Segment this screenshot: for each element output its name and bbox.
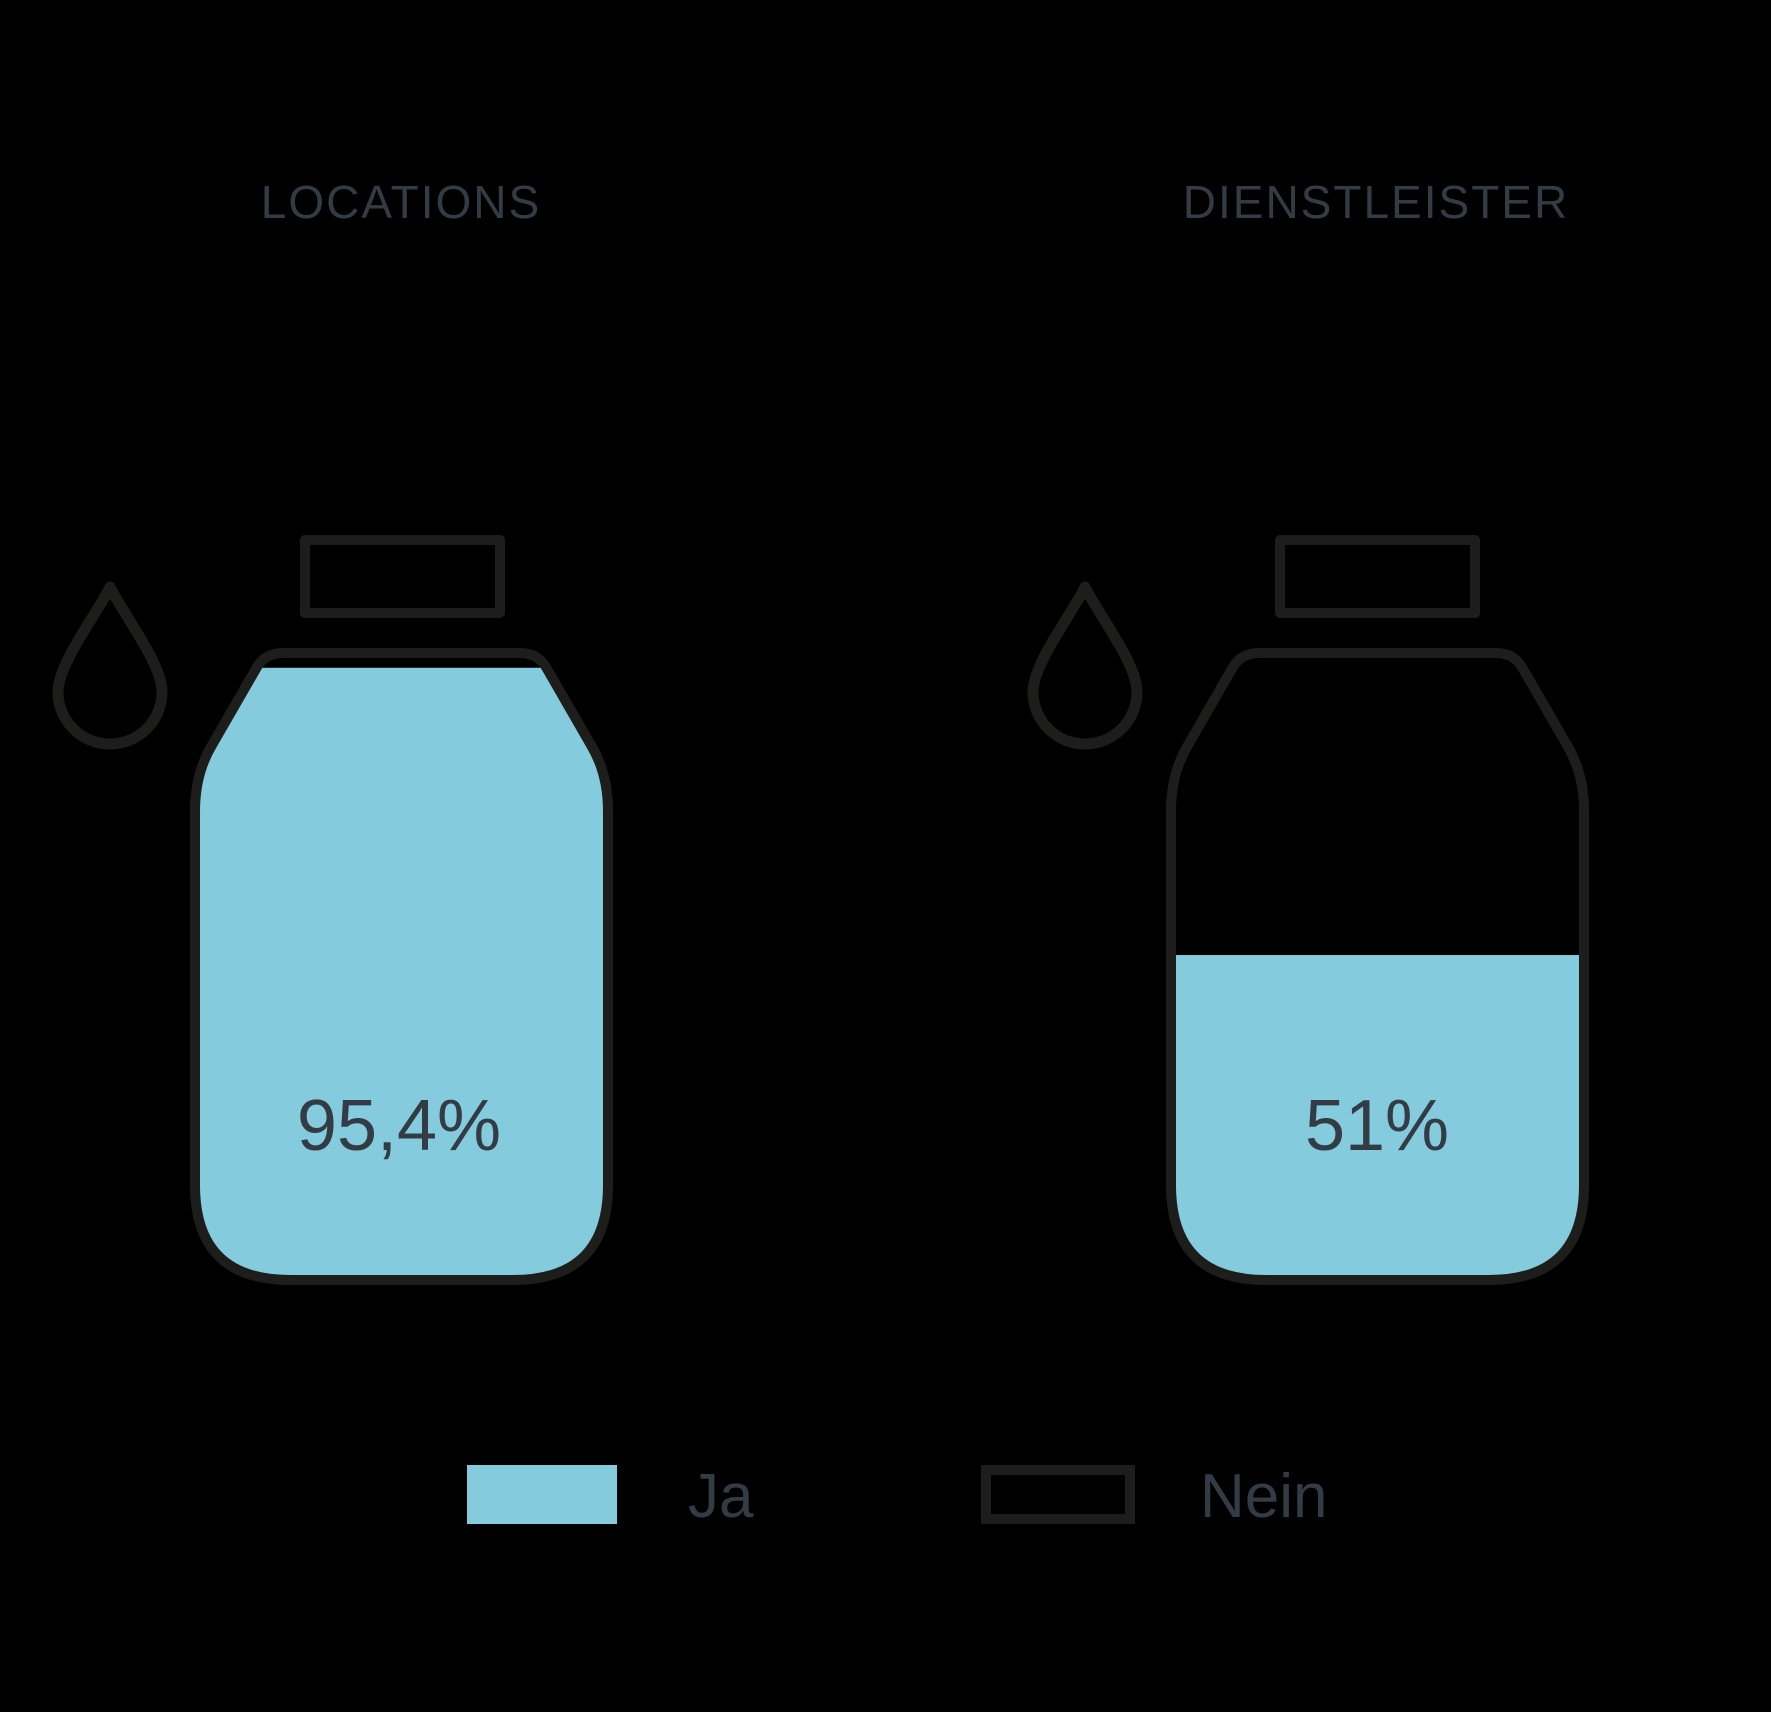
bottle-cap-dienstleister: [1275, 535, 1480, 618]
legend-label-no: Nein: [1200, 1462, 1328, 1531]
bottle-cap-locations: [300, 535, 505, 618]
bottle-fill-dienstleister: [1171, 955, 1584, 1280]
panel-locations: LOCATIONS 95,4%: [58, 176, 614, 1285]
legend: Ja Nein: [467, 1462, 1328, 1531]
panel-title-locations: LOCATIONS: [261, 176, 541, 228]
panel-dienstleister: DIENSTLEISTER 51%: [1033, 176, 1590, 1285]
legend-swatch-yes: [467, 1465, 617, 1524]
legend-swatch-no: [981, 1465, 1135, 1524]
bottle-fill-locations: [195, 667, 608, 1280]
panel-title-dienstleister: DIENSTLEISTER: [1183, 176, 1569, 228]
legend-label-yes: Ja: [688, 1462, 754, 1531]
value-label-locations: 95,4%: [297, 1086, 501, 1166]
value-label-dienstleister: 51%: [1305, 1086, 1449, 1166]
water-drop-icon: [1033, 587, 1137, 744]
water-drop-icon: [58, 587, 162, 744]
